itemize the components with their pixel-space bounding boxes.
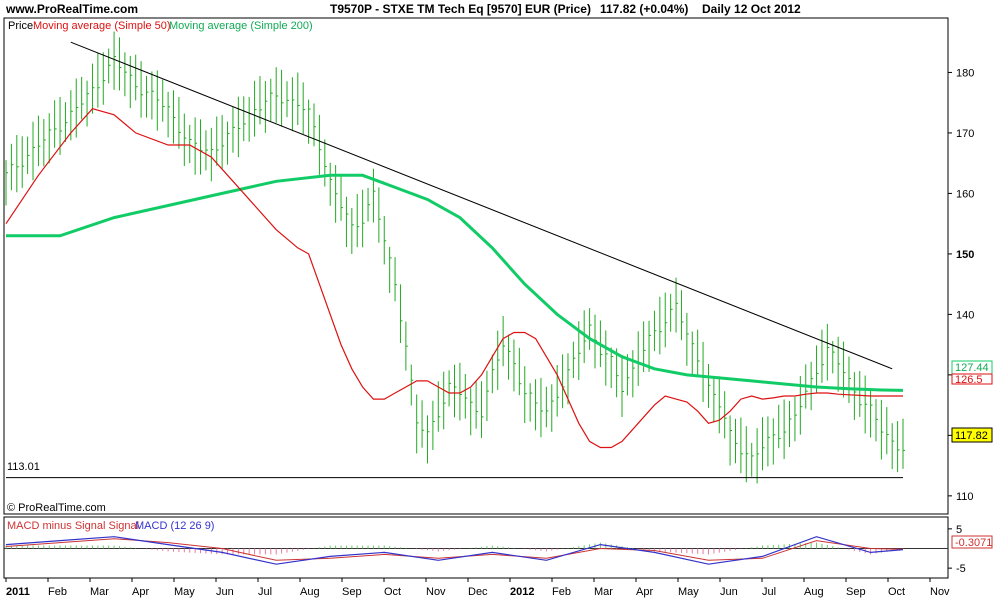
x-tick-label: 2012 <box>510 586 534 598</box>
x-tick-label: Apr <box>636 586 653 598</box>
x-tick-label: Nov <box>426 586 446 598</box>
macd-y-tick-label: -5 <box>956 563 966 575</box>
copyright: © ProRealTime.com <box>7 502 106 514</box>
y-tick-label: 160 <box>956 188 974 200</box>
macd-tag-text: -0.3071 <box>955 537 992 549</box>
trendline <box>70 41 893 370</box>
macd-legend: MACD (12 26 9) <box>135 520 214 532</box>
ma50-line <box>5 108 903 449</box>
y-tick-label: 140 <box>956 309 974 321</box>
instrument-title: T9570P - STXE TM Tech Eq [9570] EUR (Pri… <box>330 2 591 16</box>
x-tick-label: Oct <box>384 586 401 598</box>
x-tick-label: Jun <box>216 586 234 598</box>
x-axis: 2011 Feb Mar Apr May Jun Jul Aug Sep Oct Nov Dec 201… <box>5 578 950 598</box>
x-tick-label: Jul <box>762 586 776 598</box>
x-tick-label: Feb <box>552 586 571 598</box>
x-tick-label: Aug <box>804 586 824 598</box>
y-tick-label: 110 <box>956 491 974 503</box>
ma200-tag: 127.44 <box>951 360 993 375</box>
ma50-tag: 126.5 <box>951 373 993 386</box>
site-name[interactable]: www.ProRealTime.com <box>6 2 139 16</box>
x-tick-label: Dec <box>468 586 488 598</box>
x-tick-label: Sep <box>342 586 362 598</box>
x-tick-label: May <box>174 586 195 598</box>
x-tick-label: Oct <box>888 586 905 598</box>
last-price-tag-text: 117.82 <box>955 430 988 442</box>
ma50-tag-text: 126.5 <box>955 374 983 386</box>
price-lines <box>5 41 904 479</box>
macd-y-tick-label: 5 <box>956 524 962 536</box>
ma200-tag-text: 127.44 <box>955 362 989 374</box>
x-tick-label: Jun <box>720 586 738 598</box>
ma200-line <box>6 173 904 392</box>
legend-ma200: Moving average (Simple 200) <box>169 20 313 32</box>
y-tick-label: 150 <box>956 249 974 261</box>
x-tick-label: Feb <box>48 586 67 598</box>
macd-line <box>5 536 904 565</box>
last-price: 117.82 (+0.04%) <box>600 2 689 16</box>
x-tick-label: Mar <box>594 586 613 598</box>
macd-lines <box>4 536 948 565</box>
chart-header: www.ProRealTime.com T9570P - STXE TM Tec… <box>0 0 1000 18</box>
x-tick-label: Sep <box>846 586 866 598</box>
x-tick-label: 2011 <box>6 586 30 598</box>
price-panel <box>3 17 949 515</box>
x-tick-label: Jul <box>258 586 272 598</box>
x-tick-label: Apr <box>132 586 149 598</box>
macd-hist-legend: MACD minus Signal Signal <box>7 520 139 532</box>
support-label: 113.01 <box>7 461 40 473</box>
legend-ma50: Moving average (Simple 50) <box>33 20 171 32</box>
x-tick-label: Nov <box>930 586 950 598</box>
macd-tag: -0.3071 <box>951 535 993 549</box>
y-tick-label: 170 <box>956 128 974 140</box>
x-tick-label: Mar <box>90 586 109 598</box>
y-tick-label: 180 <box>956 67 974 79</box>
last-price-tag: 117.82 <box>951 427 993 443</box>
period: Daily 12 Oct 2012 <box>702 2 801 16</box>
x-tick-label: Aug <box>300 586 320 598</box>
macd-y-axis: 5 -5 <box>948 524 966 575</box>
x-tick-label: May <box>678 586 699 598</box>
legend-price: Price <box>8 20 33 32</box>
